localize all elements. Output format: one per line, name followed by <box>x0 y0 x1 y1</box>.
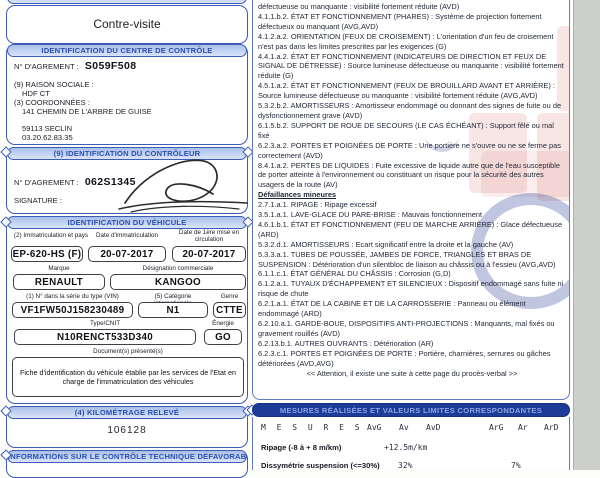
scan-page-edge <box>573 0 600 470</box>
stamp-red-shape <box>557 26 569 111</box>
immat-label: (2) Immatriculation et pays <box>13 232 89 239</box>
designation-value: KANGOO <box>110 274 246 290</box>
centre-raison-label: (9) RAISON SOCIALE : <box>14 80 94 89</box>
controleur-agrement-line: N° D'AGREMENT : 062S1345 <box>14 176 136 188</box>
mesures-col-avd: AvD <box>426 423 441 432</box>
documents-label: Document(s) présenté(s) <box>93 348 163 355</box>
documents-value: Fiche d'identification du véhicule établ… <box>12 357 244 397</box>
centre-agrement-value: S059F508 <box>84 60 137 72</box>
centre-raison-value: HDF CT <box>22 89 50 98</box>
marque-label: Marque <box>48 265 70 272</box>
type-label: Type/CNIT <box>89 320 121 327</box>
stamp-red-shape <box>469 113 527 193</box>
controleur-signature-label: SIGNATURE : <box>14 196 62 205</box>
vin-label: (1) N° dans la série du type (VIN) <box>26 293 119 300</box>
dissymetrie-ar-value: 7% <box>511 461 521 470</box>
defect-item: 5.3.2.d.1. AMORTISSEURS : Ecart signific… <box>258 239 514 249</box>
mesures-section-header: MESURES RÉALISÉES ET VALEURS LIMITES COR… <box>252 403 570 417</box>
date-mec-label: Date de 1ère mise en circulation <box>178 229 240 243</box>
mesures-col-av: Av <box>399 423 409 432</box>
defect-item: 6.1.5.b.2. SUPPORT DE ROUE DE SECOURS (L… <box>258 120 554 140</box>
defect-item: 6.2.3.a.2. PORTES ET POIGNÉES DE PORTE :… <box>258 140 561 160</box>
mesures-table: M E S U R E S AvG Av AvD ArG Ar ArD Ripa… <box>252 417 570 470</box>
centre-agrement-line: N° D'AGREMENT : S059F508 <box>14 60 240 72</box>
defect-item: 4.6.1.b.1. ÉTAT ET FONCTIONNEMENT (FEU D… <box>258 219 563 239</box>
centre-details: N° D'AGREMENT : S059F508 (9) RAISON SOCI… <box>14 60 240 142</box>
immat-value: EP-620-HS (F) <box>11 246 83 262</box>
defect-item: 4.1.2.a.2. ORIENTATION (FEUX DE CROISEME… <box>258 31 554 51</box>
defect-item: 2.7.1.a.1. RIPAGE : Ripage excessif <box>258 200 377 210</box>
stamp-blue-swoosh <box>425 121 459 152</box>
centre-coordonnees-label: (3) COORDONNÉES : <box>14 98 90 107</box>
defect-item: 6.2.1.a.1. ÉTAT DE LA CABINE ET DE LA CA… <box>258 299 526 319</box>
mesures-col-ar: Ar <box>518 423 528 432</box>
next-inspection-value: Contre-visite <box>93 17 161 31</box>
nature-box: Contre-visite <box>6 5 248 44</box>
stamp-red-shape <box>481 151 569 197</box>
centre-section-header: IDENTIFICATION DU CENTRE DE CONTRÔLE <box>7 44 247 57</box>
designation-label: Désignation commerciale <box>142 265 214 272</box>
marque-value: RENAULT <box>13 274 105 290</box>
minor-defects-header: Défaillances mineures <box>258 190 337 200</box>
date-immat-label: Date d'immatriculation <box>95 232 159 239</box>
defect-item: 6.2.13.b.1. AUTRES OUVRANTS : Détériorat… <box>258 338 434 348</box>
genre-value: CTTE <box>213 302 246 318</box>
defect-item: 6.1.1.c.1. ÉTAT GÉNÉRAL DU CHÂSSIS : Cor… <box>258 269 451 279</box>
mesures-col-ard: ArD <box>544 423 559 432</box>
date-immat-value: 20-07-2017 <box>88 246 166 262</box>
centre-box <box>6 44 248 145</box>
centre-city: 59113 SECLIN <box>22 124 73 133</box>
energie-value: GO <box>204 329 242 345</box>
defect-item: 4.5.1.a.2. ÉTAT ET FONCTIONNEMENT (FEUX … <box>258 81 555 101</box>
defects-list: défectueuse ou manquante : visibilité fo… <box>258 2 566 378</box>
defect-item: 4.4.1.a.2. ÉTAT ET FONCTIONNEMENT (INDIC… <box>258 51 564 81</box>
defect-item: 4.1.1.b.2. ÉTAT ET FONCTIONNEMENT (PHARE… <box>258 11 542 31</box>
defect-item: 5.3.3.a.1. TUBES DE POUSSÉE, JAMBES DE F… <box>258 249 556 269</box>
defect-intro-line: défectueuse ou manquante : visibilité fo… <box>258 2 460 11</box>
ripage-av-value: +12.5m/km <box>384 443 428 452</box>
nature-section-header: NATURE DU PROCHAIN CONTROLE <box>7 0 247 4</box>
defect-item: 3.5.1.a.1. LAVE-GLACE DU PARE-BRISE : Ma… <box>258 210 483 220</box>
vin-value: VF1FW50J158230489 <box>12 302 133 318</box>
ripage-label: Ripage (-8 à + 8 m/km) <box>261 443 342 452</box>
signature-scribble-icon <box>118 159 248 213</box>
centre-agrement-label: N° D'AGREMENT : <box>14 62 79 71</box>
dissymetrie-av-value: 32% <box>398 461 413 470</box>
controleur-agrement-label: N° D'AGREMENT : <box>14 178 79 187</box>
defect-item: 6.2.3.c.1. PORTES ET POIGNÉES DE PORTE :… <box>258 348 551 368</box>
type-value: N10RENCT533D340 <box>14 329 196 345</box>
genre-label: Genre <box>220 293 239 300</box>
mesures-col-avg: AvG <box>367 423 382 432</box>
dissymetrie-label: Dissymétrie suspension (<=30%) <box>261 461 380 470</box>
kilometrage-value: 106128 <box>107 425 147 436</box>
info-defavorable-section-header: INFORMATIONS SUR LE CONTRÔLE TECHNIQUE D… <box>7 450 247 463</box>
mesures-col-arg: ArG <box>489 423 504 432</box>
vehicule-section-header: IDENTIFICATION DU VÉHICULE <box>7 216 247 229</box>
centre-phone: 03.20.62.83.35 <box>22 133 73 142</box>
controleur-agrement-value: 062S1345 <box>84 176 136 188</box>
defect-item: 6.2.10.a.1. GARDE-BOUE, DISPOSITIFS ANTI… <box>258 319 555 338</box>
stamp-red-shape <box>537 113 569 201</box>
kilometrage-section-header: (4) KILOMÉTRAGE RELEVÉ <box>7 406 247 419</box>
defect-item: 8.4.1.a.2. PERTES DE LIQUIDES : Fuite ex… <box>258 160 560 190</box>
energie-label: Énergie <box>212 320 234 327</box>
defect-item: 6.1.2.a.1. TUYAUX D'ÉCHAPPEMENT ET SILEN… <box>258 279 564 299</box>
centre-address: 141 CHEMIN DE L'ARBRE DE GUISE <box>22 107 152 116</box>
categorie-value: N1 <box>138 302 208 318</box>
defect-item: 5.3.2.b.2. AMORTISSEURS : Amortisseur en… <box>258 101 562 120</box>
defects-box: défectueuse ou manquante : visibilité fo… <box>252 0 570 400</box>
mesures-row-header: M E S U R E S <box>261 423 363 432</box>
date-mec-value: 20-07-2017 <box>172 246 246 262</box>
continuation-note: << Attention, il existe une suite à cett… <box>306 368 518 378</box>
